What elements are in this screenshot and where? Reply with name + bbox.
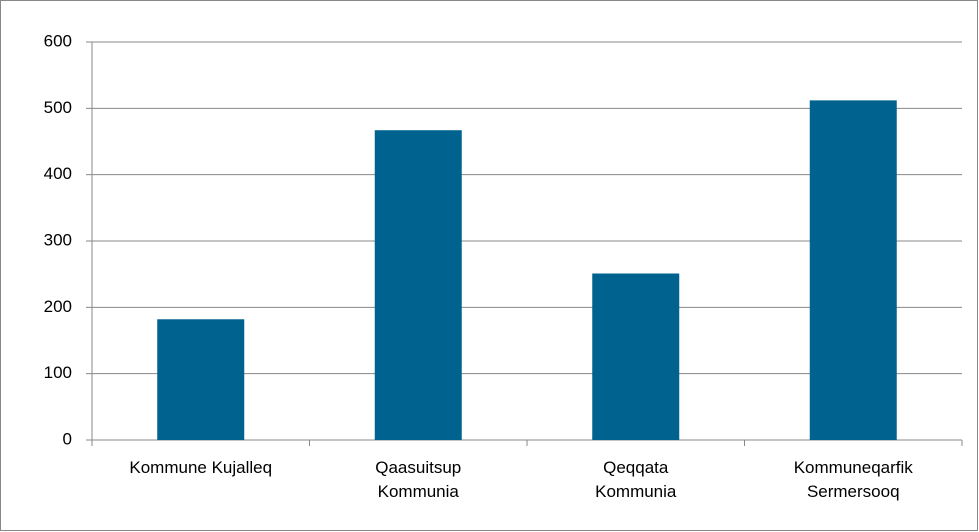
- bar: [809, 100, 897, 440]
- x-tick-label-box: Qaasuitsup Kommunia: [375, 458, 462, 501]
- y-tick-label: 100: [44, 363, 72, 382]
- x-tick-label: Kommune Kujalleq: [129, 458, 273, 477]
- x-tick-label-box: Qeqqata Kommunia: [595, 458, 677, 501]
- x-tick-label-box: Kommune Kujalleq: [129, 458, 273, 477]
- x-tick-label: Qaasuitsup Kommunia: [375, 458, 462, 501]
- y-tick-label: 500: [44, 98, 72, 117]
- y-tick-label: 0: [63, 429, 72, 448]
- x-tick-label: Kommuneqarfik Sermersooq: [793, 458, 913, 501]
- x-tick-label-box: Kommuneqarfik Sermersooq: [793, 458, 913, 501]
- y-tick-label: 600: [44, 31, 72, 50]
- x-tick-label: Qeqqata Kommunia: [595, 458, 677, 501]
- y-tick-label: 400: [44, 164, 72, 183]
- bar: [592, 273, 680, 440]
- y-tick-label: 200: [44, 297, 72, 316]
- bar: [374, 130, 462, 440]
- y-tick-label: 300: [44, 230, 72, 249]
- bar: [157, 319, 245, 440]
